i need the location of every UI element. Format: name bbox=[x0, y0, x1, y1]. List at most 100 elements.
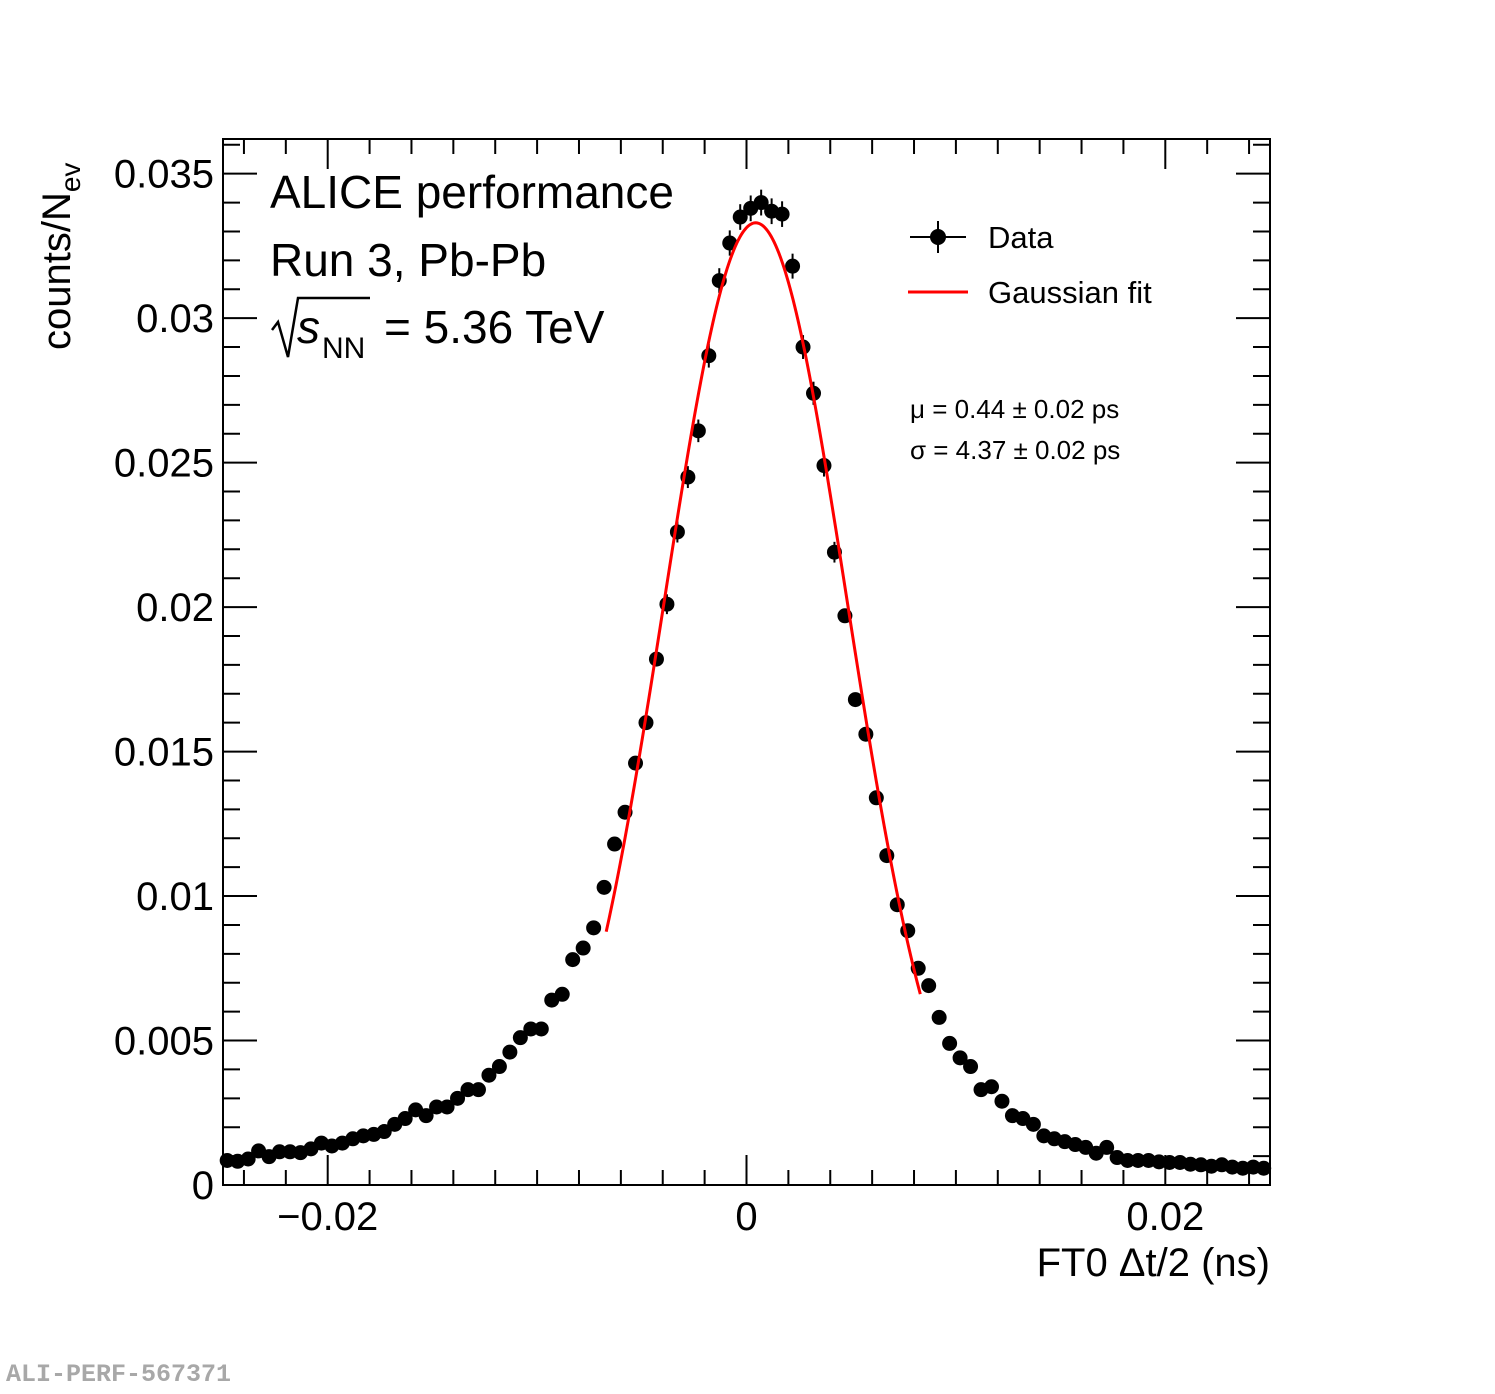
data-marker bbox=[690, 423, 706, 439]
data-point bbox=[460, 1082, 476, 1098]
data-marker bbox=[481, 1067, 497, 1083]
data-point bbox=[1099, 1139, 1115, 1155]
data-point bbox=[732, 204, 748, 230]
data-marker bbox=[502, 1044, 518, 1060]
data-point bbox=[554, 986, 570, 1002]
data-point bbox=[994, 1093, 1010, 1109]
data-point bbox=[397, 1111, 413, 1127]
data-marker bbox=[994, 1093, 1010, 1109]
data-marker bbox=[429, 1099, 445, 1115]
data-marker bbox=[1161, 1154, 1177, 1170]
data-point bbox=[575, 940, 591, 956]
data-marker bbox=[1256, 1160, 1272, 1176]
data-point bbox=[429, 1099, 445, 1115]
svg-text:NN: NN bbox=[322, 332, 365, 365]
data-point bbox=[1130, 1152, 1146, 1168]
data-marker bbox=[523, 1021, 539, 1037]
data-point bbox=[418, 1108, 434, 1124]
data-points bbox=[219, 189, 1272, 1176]
data-point bbox=[931, 1009, 947, 1025]
data-point bbox=[1025, 1116, 1041, 1132]
y-axis-ticks bbox=[223, 143, 1270, 1186]
data-point bbox=[481, 1067, 497, 1083]
data-marker bbox=[418, 1108, 434, 1124]
data-marker bbox=[272, 1144, 288, 1160]
data-point bbox=[847, 692, 863, 708]
data-point bbox=[240, 1151, 256, 1167]
data-marker bbox=[1099, 1139, 1115, 1155]
data-marker bbox=[533, 1021, 549, 1037]
data-point bbox=[565, 952, 581, 968]
x-tick-label: 0 bbox=[735, 1195, 757, 1239]
data-point bbox=[502, 1044, 518, 1060]
data-point bbox=[1120, 1152, 1136, 1168]
data-point bbox=[1161, 1154, 1177, 1170]
data-point bbox=[858, 726, 874, 742]
x-tick-label: 0.02 bbox=[1126, 1195, 1204, 1239]
data-marker bbox=[722, 235, 738, 251]
x-axis-ticks bbox=[242, 139, 1251, 1185]
data-marker bbox=[858, 726, 874, 742]
x-axis-labels: −0.02 0 0.02 bbox=[277, 1195, 1204, 1239]
data-marker bbox=[785, 258, 801, 274]
run-label: Run 3, Pb-Pb bbox=[270, 234, 546, 286]
data-point bbox=[470, 1082, 486, 1098]
data-point bbox=[983, 1079, 999, 1095]
y-tick-label: 0.01 bbox=[136, 875, 214, 919]
y-tick-label: 0.025 bbox=[114, 442, 214, 486]
data-point bbox=[272, 1144, 288, 1160]
data-point bbox=[523, 1021, 539, 1037]
y-tick-label: 0.015 bbox=[114, 731, 214, 775]
y-axis-title: counts/Nev bbox=[35, 163, 86, 350]
data-marker bbox=[931, 1009, 947, 1025]
y-tick-label: 0 bbox=[192, 1164, 214, 1208]
data-point bbox=[533, 1021, 549, 1037]
data-marker bbox=[942, 1035, 958, 1051]
data-marker bbox=[753, 195, 769, 211]
data-marker bbox=[575, 940, 591, 956]
y-tick-label: 0.035 bbox=[114, 153, 214, 197]
data-point bbox=[450, 1090, 466, 1106]
data-point bbox=[921, 978, 937, 994]
data-marker bbox=[1025, 1116, 1041, 1132]
data-marker bbox=[554, 986, 570, 1002]
data-marker bbox=[376, 1124, 392, 1140]
data-marker bbox=[586, 920, 602, 936]
data-marker bbox=[952, 1050, 968, 1066]
data-point bbox=[439, 1099, 455, 1115]
y-tick-label: 0.005 bbox=[114, 1020, 214, 1064]
data-point bbox=[963, 1059, 979, 1075]
data-point bbox=[628, 755, 644, 771]
data-point bbox=[942, 1035, 958, 1051]
data-marker bbox=[732, 209, 748, 225]
experiment-label: ALICE performance bbox=[270, 166, 674, 218]
data-point bbox=[690, 419, 706, 443]
data-marker bbox=[628, 755, 644, 771]
legend: Data Gaussian fit bbox=[908, 220, 1152, 310]
data-marker bbox=[240, 1151, 256, 1167]
x-tick-label: −0.02 bbox=[277, 1195, 378, 1239]
data-marker bbox=[963, 1059, 979, 1075]
y-tick-label: 0.03 bbox=[136, 297, 214, 341]
data-point bbox=[785, 253, 801, 279]
data-marker bbox=[565, 952, 581, 968]
data-marker bbox=[439, 1099, 455, 1115]
data-marker bbox=[1120, 1152, 1136, 1168]
energy-label: s NN = 5.36 TeV bbox=[271, 296, 605, 365]
data-point bbox=[753, 189, 769, 216]
data-point bbox=[722, 230, 738, 256]
y-axis-labels: 0 0.005 0.01 0.015 0.02 0.025 0.03 0.035 bbox=[114, 153, 214, 1208]
data-marker bbox=[460, 1082, 476, 1098]
data-marker bbox=[983, 1079, 999, 1095]
data-marker bbox=[847, 692, 863, 708]
fit-sigma-text: σ = 4.37 ± 0.02 ps bbox=[910, 435, 1120, 465]
data-marker bbox=[596, 879, 612, 895]
y-tick-label: 0.02 bbox=[136, 586, 214, 630]
svg-text:= 5.36 TeV: = 5.36 TeV bbox=[384, 301, 605, 353]
data-point bbox=[376, 1124, 392, 1140]
legend-data-label: Data bbox=[988, 220, 1054, 255]
data-marker bbox=[450, 1090, 466, 1106]
data-point bbox=[596, 879, 612, 895]
data-marker bbox=[470, 1082, 486, 1098]
